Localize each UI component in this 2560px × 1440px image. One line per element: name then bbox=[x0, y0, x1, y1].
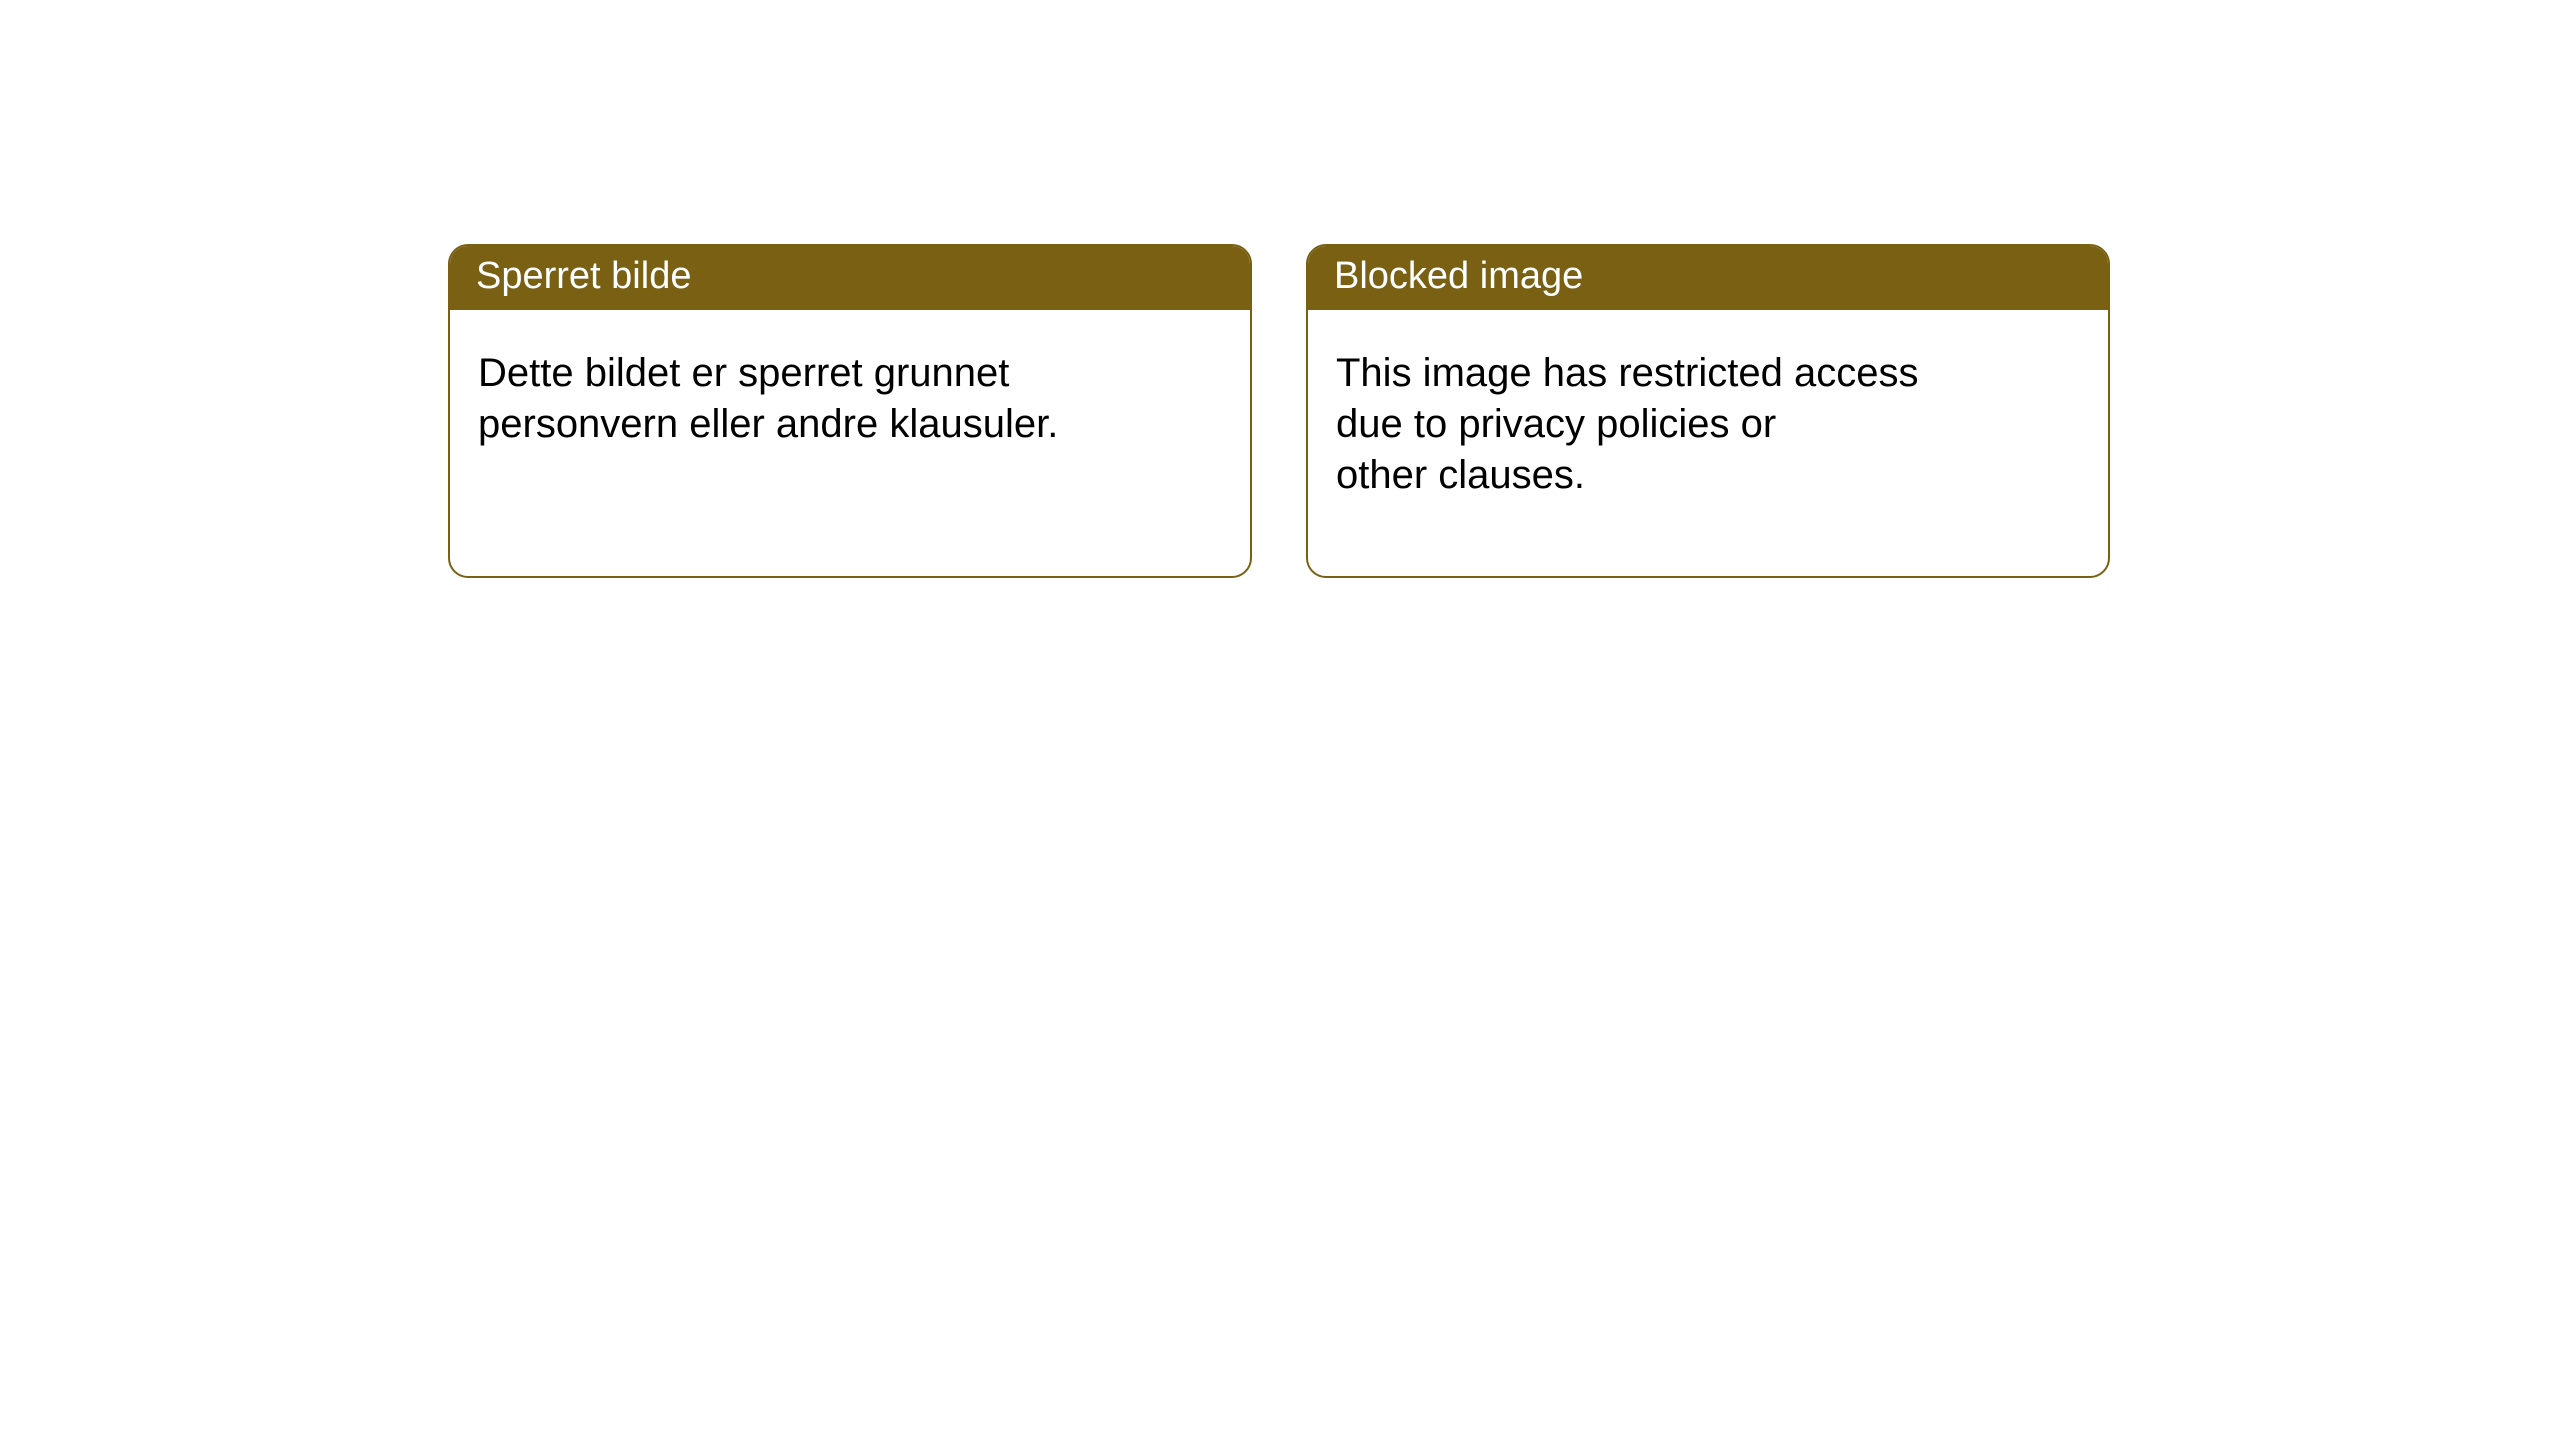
notice-card-english: Blocked image This image has restricted … bbox=[1306, 244, 2110, 578]
notice-card-norwegian: Sperret bilde Dette bildet er sperret gr… bbox=[448, 244, 1252, 578]
notice-card-header: Sperret bilde bbox=[450, 246, 1250, 310]
notice-card-header: Blocked image bbox=[1308, 246, 2108, 310]
notice-cards-container: Sperret bilde Dette bildet er sperret gr… bbox=[448, 244, 2110, 578]
notice-card-body: Dette bildet er sperret grunnet personve… bbox=[450, 310, 1250, 450]
notice-card-body: This image has restricted access due to … bbox=[1308, 310, 2108, 502]
